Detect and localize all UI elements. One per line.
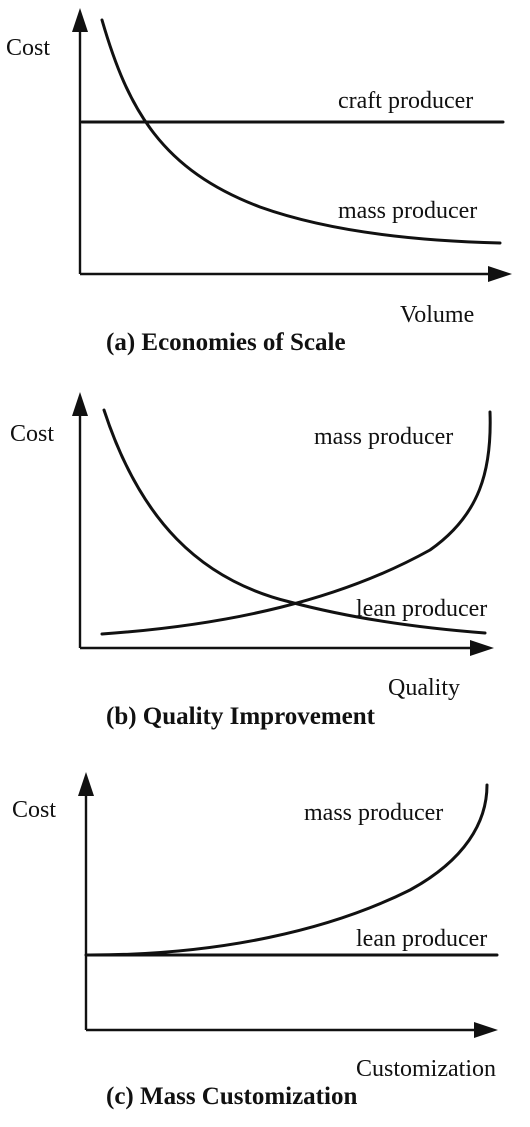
mass-producer-curve	[100, 410, 492, 636]
lean-producer-label: lean producer	[356, 596, 487, 622]
x-axis-arrowhead	[470, 640, 494, 656]
y-axis-label: Cost	[10, 421, 54, 447]
mass-producer-label: mass producer	[314, 424, 453, 450]
panel-quality-improvement: Cost mass producer lean producer Quality…	[10, 392, 494, 730]
craft-producer-label: craft producer	[338, 88, 473, 114]
mass-producer-label: mass producer	[338, 198, 477, 224]
y-axis-label: Cost	[6, 35, 50, 61]
x-axis-arrowhead	[488, 266, 512, 282]
x-axis-label: Quality	[388, 675, 460, 701]
panel-mass-customization: Cost mass producer lean producer Customi…	[12, 772, 499, 1110]
panel-caption: (b) Quality Improvement	[106, 703, 376, 730]
panel-caption: (c) Mass Customization	[106, 1083, 357, 1110]
x-axis-label: Customization	[356, 1056, 496, 1082]
lean-producer-label: lean producer	[356, 926, 487, 952]
mass-producer-label: mass producer	[304, 800, 443, 826]
panel-economies-of-scale: Cost craft producer mass producer Volume…	[6, 8, 512, 356]
y-axis-arrowhead	[78, 772, 94, 796]
mass-producer-curve	[100, 18, 502, 245]
lean-producer-curve	[102, 408, 487, 635]
y-axis-arrowhead	[72, 392, 88, 416]
y-axis-arrowhead	[72, 8, 88, 32]
mass-producer-curve	[88, 783, 489, 957]
x-axis-label: Volume	[400, 302, 474, 328]
x-axis-arrowhead	[474, 1022, 498, 1038]
panel-caption: (a) Economies of Scale	[106, 329, 346, 356]
y-axis-label: Cost	[12, 797, 56, 823]
